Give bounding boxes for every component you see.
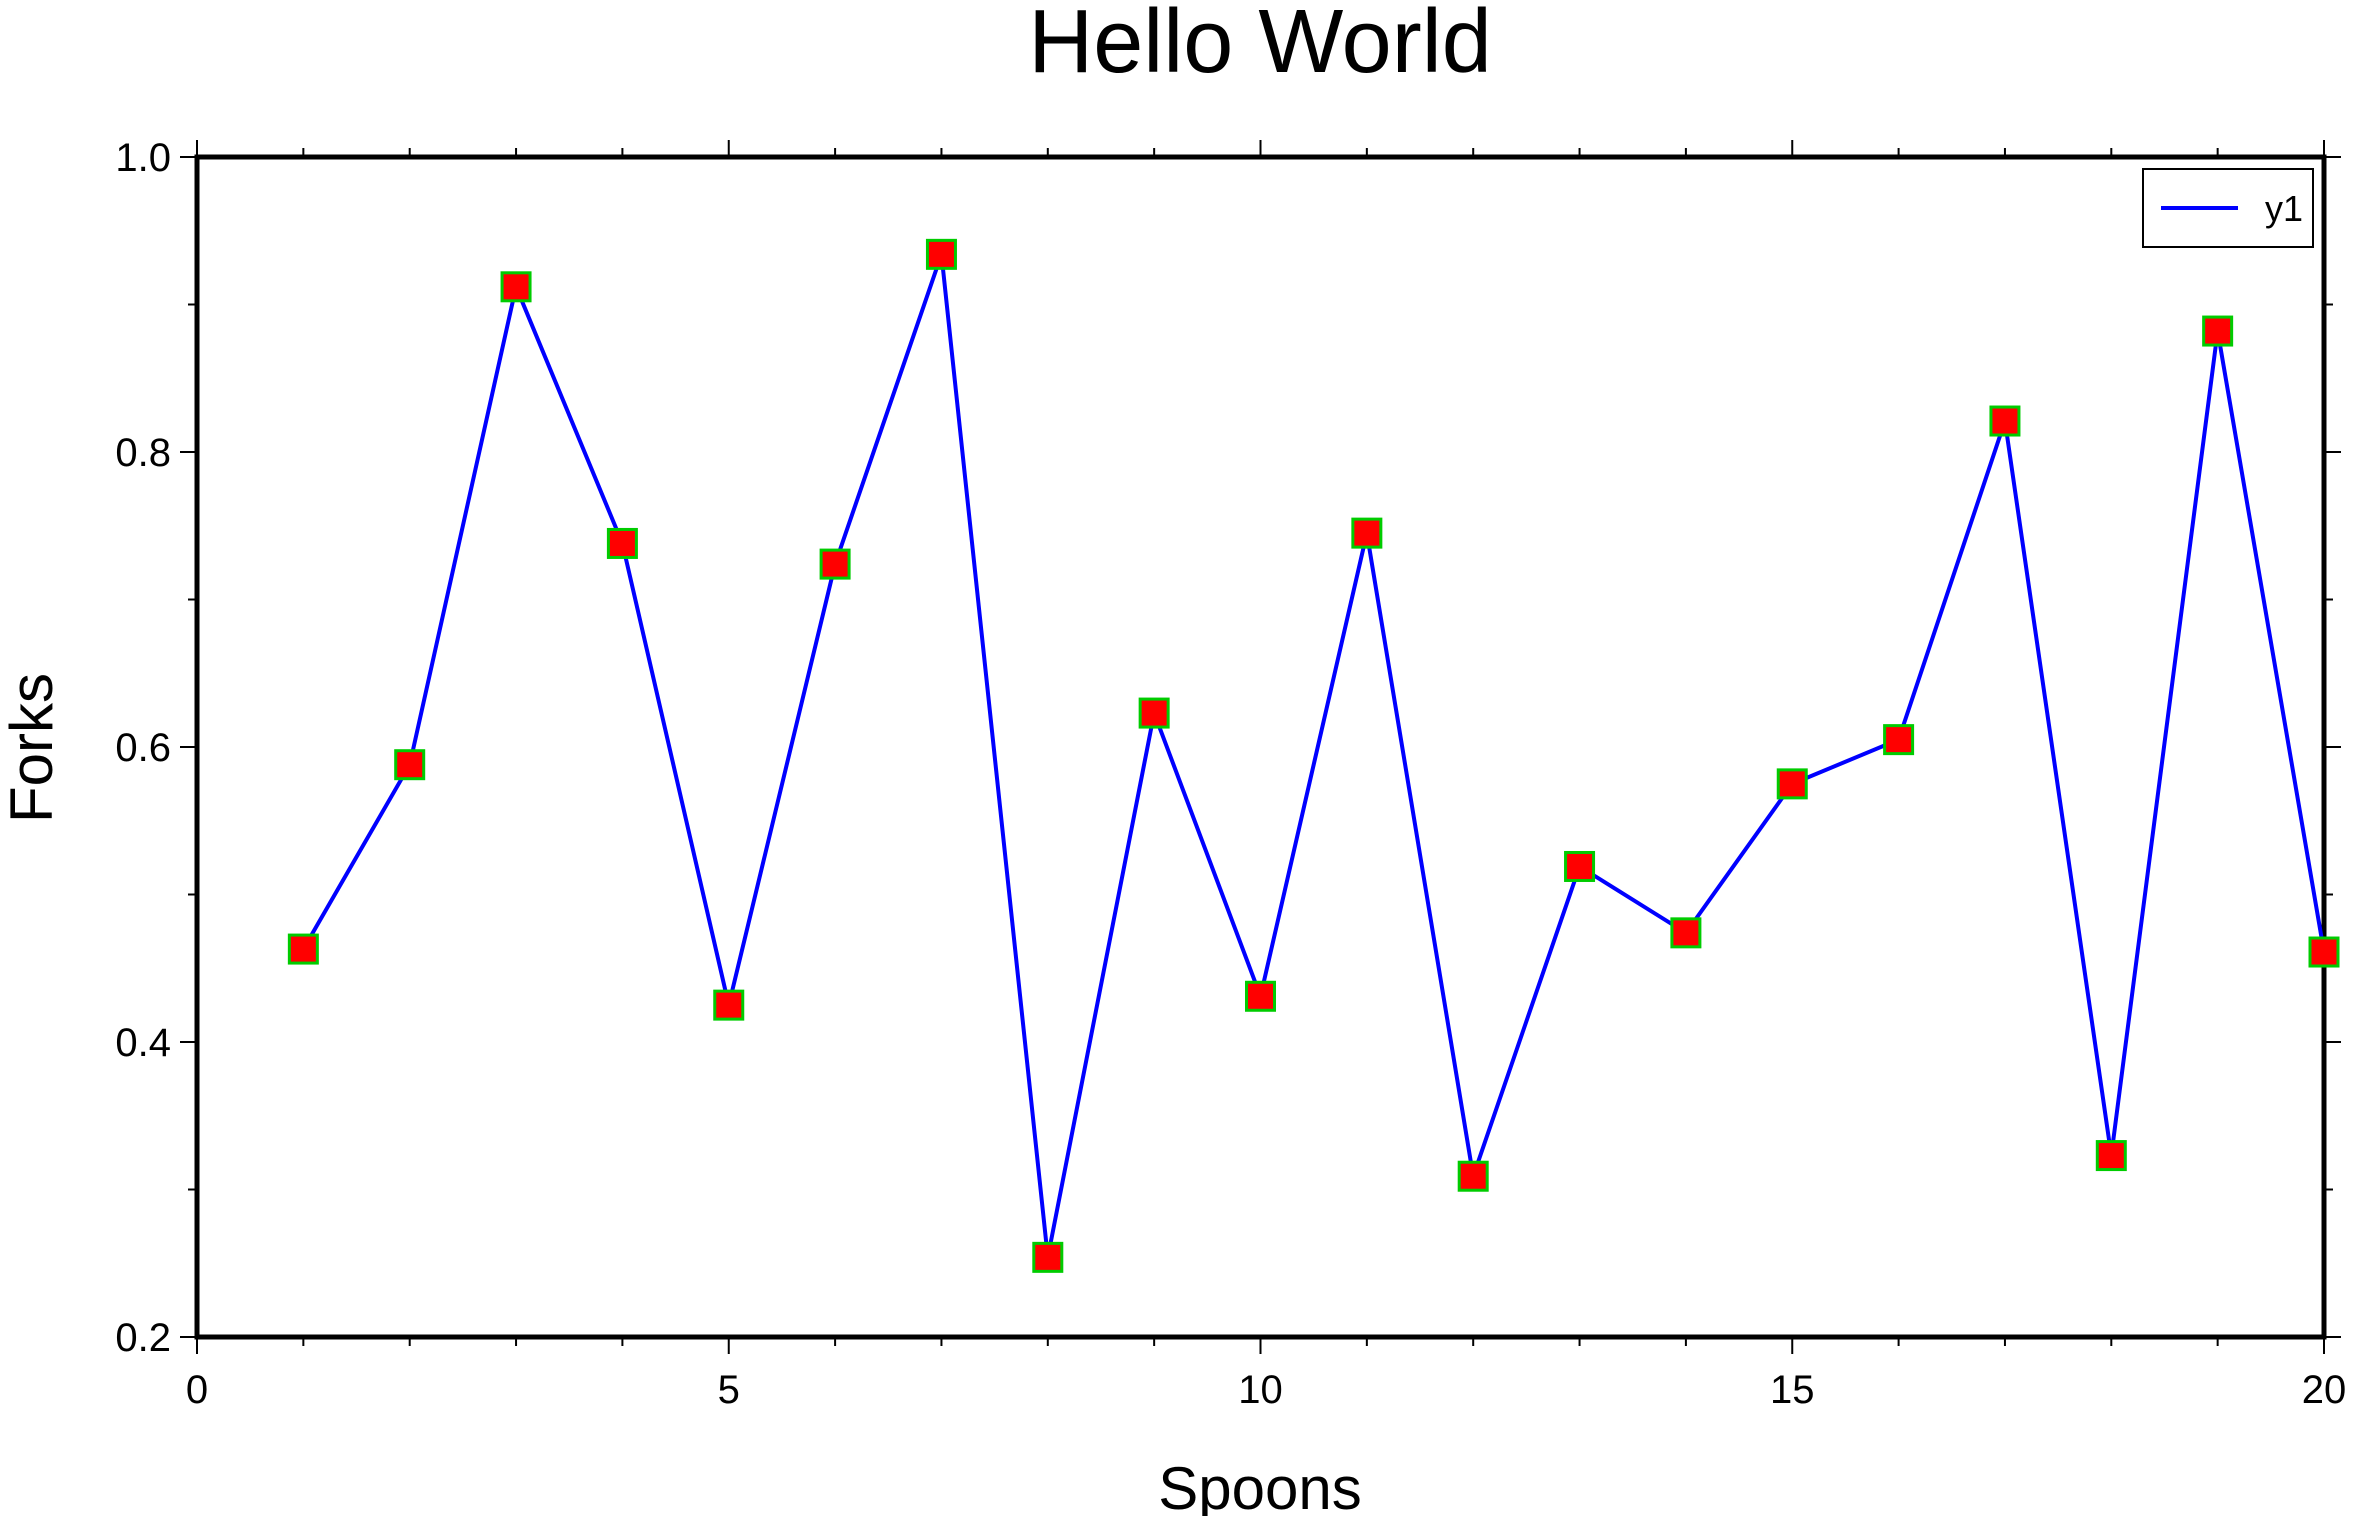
y-tick-label: 1.0 <box>115 136 171 180</box>
y-axis-label: Forks <box>0 673 65 823</box>
data-point-marker <box>287 933 319 965</box>
data-point-marker <box>2095 1140 2127 1172</box>
data-point-marker <box>1883 724 1915 756</box>
chart-title: Hello World <box>1028 0 1492 92</box>
axes: 0 5 10 15 20 0.2 0.4 0.6 0.8 1.0 <box>115 136 2346 1412</box>
y-tick-label: 0.6 <box>115 726 171 770</box>
data-point-marker <box>1032 1241 1064 1273</box>
data-point-marker <box>394 749 426 781</box>
data-point-marker <box>500 271 532 303</box>
data-point-marker <box>1457 1160 1489 1192</box>
data-point-marker <box>713 989 745 1021</box>
legend: y1 <box>2142 168 2314 248</box>
data-point-marker <box>925 238 957 270</box>
x-axis-label: Spoons <box>1158 1455 1362 1516</box>
data-point-marker <box>1776 768 1808 800</box>
y-tick-label: 0.8 <box>115 431 171 475</box>
series-line-y1 <box>301 253 2326 1258</box>
y-tick-label: 0.2 <box>115 1316 171 1360</box>
data-point-marker <box>1564 850 1596 882</box>
data-point-marker <box>2308 936 2340 968</box>
data-point-marker <box>606 527 638 559</box>
data-point-marker <box>1245 980 1276 1012</box>
x-tick-label: 0 <box>186 1368 208 1412</box>
data-point-marker <box>1138 697 1170 729</box>
series-layer <box>287 238 2340 1273</box>
data-point-marker <box>1670 917 1702 949</box>
legend-label: y1 <box>2265 188 2303 229</box>
data-point-marker <box>1989 405 2021 437</box>
data-point-marker <box>819 548 851 580</box>
x-tick-label: 20 <box>2302 1368 2347 1412</box>
y-tick-label: 0.4 <box>115 1021 171 1065</box>
x-tick-label: 5 <box>718 1368 740 1412</box>
data-point-marker <box>1351 517 1383 549</box>
x-tick-label: 15 <box>1770 1368 1815 1412</box>
plot-frame <box>194 154 2327 1340</box>
x-tick-label: 10 <box>1238 1368 1283 1412</box>
data-point-marker <box>2202 315 2234 347</box>
